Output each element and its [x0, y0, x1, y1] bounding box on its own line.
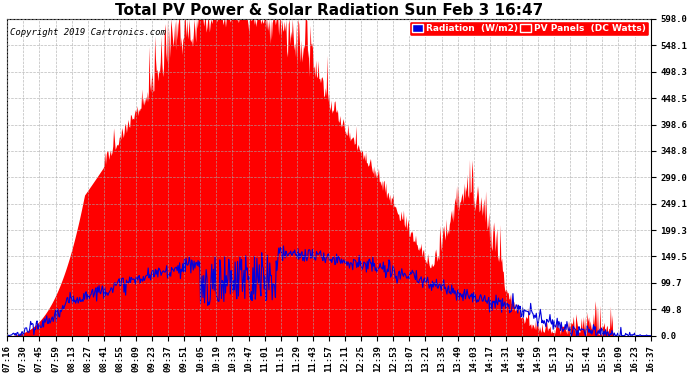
Text: Copyright 2019 Cartronics.com: Copyright 2019 Cartronics.com [10, 28, 166, 38]
Legend: Radiation  (W/m2), PV Panels  (DC Watts): Radiation (W/m2), PV Panels (DC Watts) [409, 21, 649, 36]
Title: Total PV Power & Solar Radiation Sun Feb 3 16:47: Total PV Power & Solar Radiation Sun Feb… [115, 3, 543, 18]
